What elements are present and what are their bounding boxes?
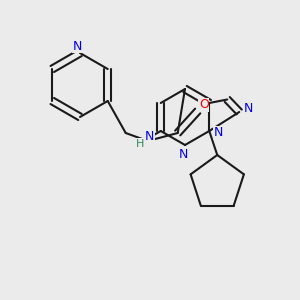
Text: O: O bbox=[199, 98, 209, 112]
Text: N: N bbox=[145, 130, 154, 142]
Text: N: N bbox=[72, 40, 82, 52]
Text: N: N bbox=[214, 127, 223, 140]
Text: H: H bbox=[136, 139, 144, 149]
Text: N: N bbox=[244, 103, 253, 116]
Text: N: N bbox=[178, 148, 188, 160]
